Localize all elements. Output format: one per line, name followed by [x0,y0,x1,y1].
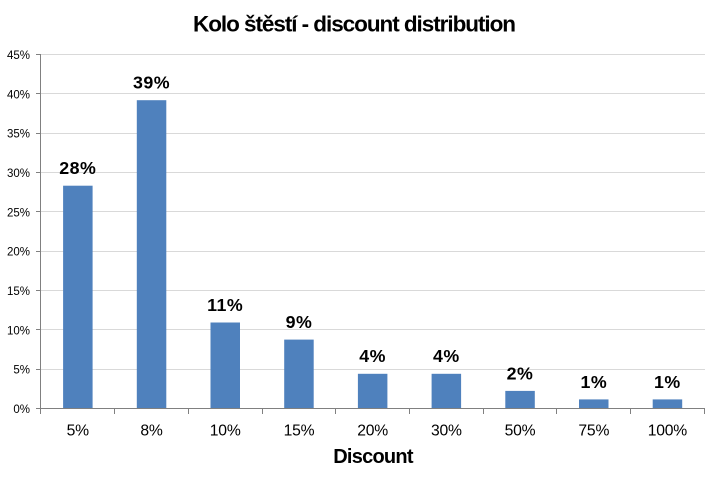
svg-text:10%: 10% [210,422,241,439]
svg-text:8%: 8% [140,422,163,439]
svg-text:20%: 20% [357,422,388,439]
svg-text:15%: 15% [7,286,30,298]
svg-text:4%: 4% [359,346,386,366]
svg-text:15%: 15% [284,422,315,439]
svg-text:Kolo štěstí - discount distrib: Kolo štěstí - discount distribution [193,12,515,37]
svg-text:45%: 45% [7,50,30,62]
svg-text:50%: 50% [505,422,536,439]
svg-text:40%: 40% [7,89,30,101]
svg-text:2%: 2% [507,363,534,383]
svg-text:1%: 1% [580,372,607,392]
svg-text:39%: 39% [133,73,170,93]
svg-text:5%: 5% [13,365,30,377]
svg-text:4%: 4% [433,346,460,366]
svg-text:30%: 30% [431,422,462,439]
svg-text:Discount: Discount [333,446,414,468]
svg-text:1%: 1% [654,372,681,392]
svg-text:25%: 25% [7,207,30,219]
svg-text:35%: 35% [7,129,30,141]
svg-text:11%: 11% [207,295,243,315]
svg-text:10%: 10% [7,325,30,337]
svg-text:28%: 28% [59,158,96,178]
svg-text:5%: 5% [67,422,90,439]
svg-text:30%: 30% [7,168,30,180]
svg-text:75%: 75% [578,422,609,439]
svg-text:20%: 20% [7,247,30,259]
svg-text:9%: 9% [286,312,313,332]
svg-text:100%: 100% [648,422,688,439]
svg-text:0%: 0% [13,404,30,416]
